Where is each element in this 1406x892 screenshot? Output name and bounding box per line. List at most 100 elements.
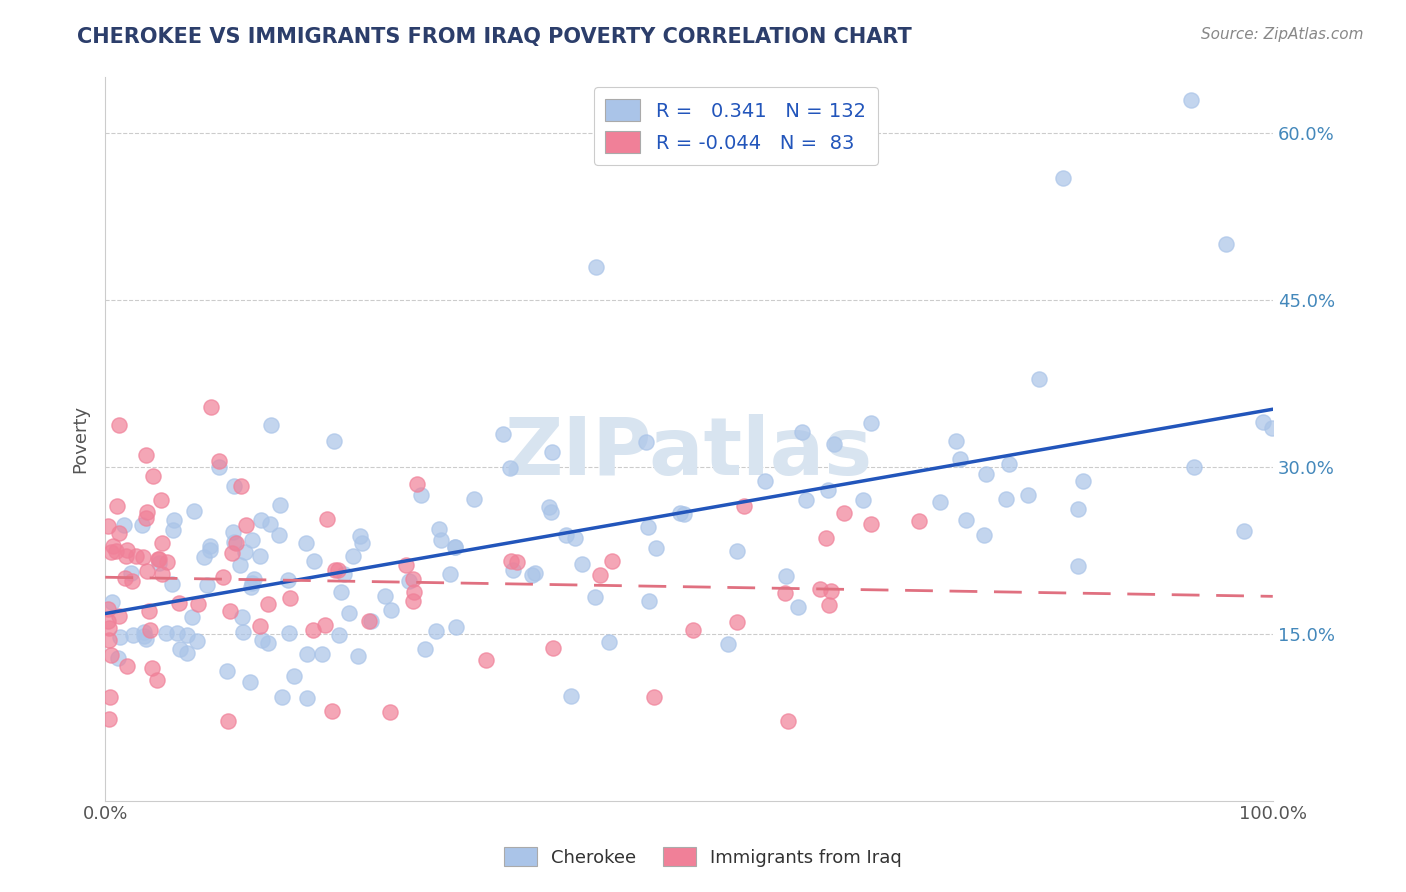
Point xyxy=(156,555,179,569)
Point xyxy=(132,549,155,564)
Point xyxy=(725,615,748,630)
Point xyxy=(135,449,157,463)
Point xyxy=(323,562,346,576)
Point xyxy=(200,401,222,415)
Point xyxy=(405,476,427,491)
Point xyxy=(380,602,402,616)
Point xyxy=(834,506,856,520)
Point xyxy=(413,641,436,656)
Point xyxy=(233,545,256,559)
Point xyxy=(134,624,156,639)
Point xyxy=(794,492,817,507)
Point xyxy=(267,528,290,542)
Point xyxy=(277,573,299,587)
Point xyxy=(240,576,263,591)
Point xyxy=(163,513,186,527)
Point xyxy=(176,646,198,660)
Point xyxy=(945,434,967,449)
Point xyxy=(222,535,245,549)
Point xyxy=(219,604,242,618)
Point xyxy=(773,586,796,600)
Point xyxy=(97,602,120,616)
Point xyxy=(852,493,875,508)
Point xyxy=(208,460,231,475)
Point xyxy=(257,636,280,650)
Point xyxy=(360,614,382,628)
Point xyxy=(949,451,972,466)
Point xyxy=(541,641,564,656)
Point xyxy=(283,669,305,683)
Point xyxy=(97,614,120,628)
Point xyxy=(1067,502,1090,516)
Point xyxy=(998,457,1021,471)
Point xyxy=(295,647,318,661)
Point xyxy=(907,514,929,528)
Point xyxy=(239,580,262,594)
Point xyxy=(995,491,1018,506)
Point xyxy=(135,564,157,578)
Text: CHEROKEE VS IMMIGRANTS FROM IRAQ POVERTY CORRELATION CHART: CHEROKEE VS IMMIGRANTS FROM IRAQ POVERTY… xyxy=(77,27,912,46)
Point xyxy=(295,536,318,550)
Point xyxy=(585,260,607,274)
Point xyxy=(349,529,371,543)
Point xyxy=(108,417,131,432)
Point xyxy=(100,648,122,662)
Point xyxy=(235,517,257,532)
Point xyxy=(224,479,246,493)
Point xyxy=(1215,237,1237,252)
Point xyxy=(198,539,221,553)
Point xyxy=(402,585,425,599)
Point xyxy=(337,607,360,621)
Point xyxy=(808,582,831,597)
Point xyxy=(98,690,121,705)
Point xyxy=(776,714,799,728)
Point xyxy=(98,621,121,635)
Point xyxy=(114,549,136,564)
Point xyxy=(269,499,291,513)
Point xyxy=(243,572,266,586)
Point xyxy=(101,595,124,609)
Point xyxy=(146,552,169,566)
Point xyxy=(97,632,120,647)
Point xyxy=(352,535,374,549)
Point xyxy=(135,632,157,646)
Point xyxy=(817,483,839,498)
Point xyxy=(183,504,205,518)
Point xyxy=(135,511,157,525)
Point xyxy=(311,647,333,661)
Point xyxy=(1071,474,1094,488)
Point xyxy=(135,505,157,519)
Point xyxy=(117,543,139,558)
Point xyxy=(540,444,562,458)
Point xyxy=(427,522,450,536)
Point xyxy=(499,554,522,568)
Point xyxy=(260,418,283,433)
Point xyxy=(257,597,280,611)
Point xyxy=(105,544,128,558)
Point xyxy=(101,539,124,553)
Point xyxy=(134,629,156,643)
Point xyxy=(316,512,339,526)
Point xyxy=(250,513,273,527)
Point xyxy=(277,626,299,640)
Point xyxy=(193,549,215,564)
Point xyxy=(814,531,837,545)
Point xyxy=(463,491,485,506)
Point xyxy=(222,525,245,540)
Point xyxy=(600,554,623,568)
Point xyxy=(278,591,301,605)
Point xyxy=(239,675,262,690)
Point xyxy=(717,637,740,651)
Point xyxy=(138,604,160,618)
Point xyxy=(208,454,231,468)
Point xyxy=(97,713,120,727)
Point xyxy=(1261,420,1284,434)
Point xyxy=(598,634,620,648)
Point xyxy=(148,552,170,566)
Point xyxy=(1233,524,1256,539)
Point xyxy=(333,567,356,582)
Point xyxy=(249,619,271,633)
Point xyxy=(790,425,813,439)
Point xyxy=(583,591,606,605)
Point xyxy=(141,661,163,675)
